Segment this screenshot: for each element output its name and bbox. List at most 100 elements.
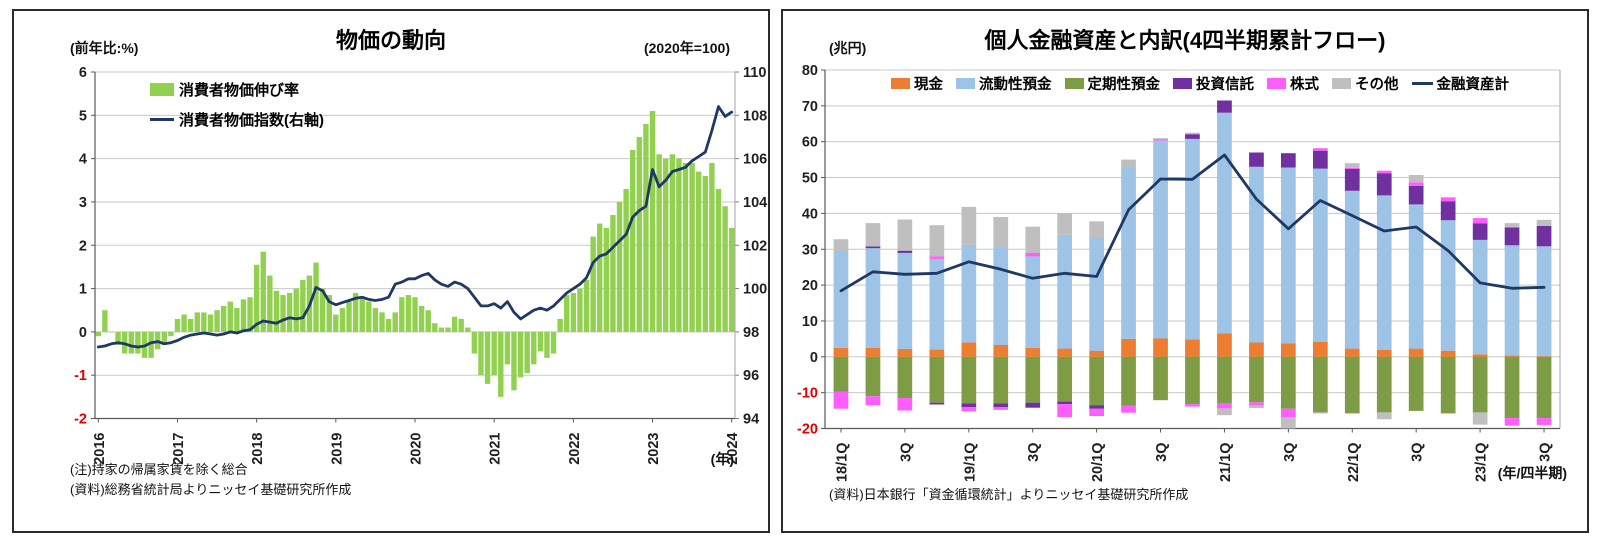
stacked-bar-segment xyxy=(1504,227,1520,246)
cpi-growth-bar xyxy=(339,308,346,332)
cpi-growth-bar xyxy=(656,154,662,332)
cpi-growth-bar xyxy=(280,295,286,332)
stacked-bar-segment xyxy=(1217,100,1232,113)
legend-label-total-assets: 金融資産計 xyxy=(1436,77,1510,93)
stacked-bar-segment xyxy=(929,402,945,405)
stacked-bar-segment xyxy=(1408,175,1424,183)
stacked-bar-segment xyxy=(833,391,849,409)
stacked-bar-segment xyxy=(1313,356,1328,413)
stacked-bar-segment xyxy=(833,347,849,357)
stacked-bar-segment xyxy=(1281,417,1296,429)
cpi-growth-bar xyxy=(702,175,709,332)
others-swatch-icon xyxy=(1332,78,1351,89)
legend-label-others: その他 xyxy=(1355,77,1399,93)
stacked-bar-segment xyxy=(1344,163,1360,168)
cpi-growth-bar xyxy=(597,223,603,332)
stacked-bar-segment xyxy=(1408,204,1424,349)
x-axis-tick-label: 2024 xyxy=(725,433,741,465)
stacked-bar-segment xyxy=(1536,356,1552,419)
stacked-bar-segment xyxy=(1408,182,1424,186)
stacked-bar-segment xyxy=(1440,197,1456,202)
x-axis-tick-label: 2021 xyxy=(488,433,504,465)
stacked-bar-segment xyxy=(1281,167,1296,344)
y-axis-tick-label: 50 xyxy=(802,171,818,187)
right-chart-title: 個人金融資産と内訳(4四半期累計フロー) xyxy=(984,28,1386,53)
stacked-bar-segment xyxy=(1376,356,1392,413)
y-axis-tick-label: 80 xyxy=(802,63,818,79)
stacked-bar-segment xyxy=(897,348,913,357)
stacked-bar-segment xyxy=(1121,405,1136,413)
financial-assets-chart: -20 -10 0 10 20 30 40 50 60 70 80 18/1Q 3Q 19/1Q 3Q 20/… xyxy=(797,63,1561,483)
legend-item-equities: 株式 xyxy=(1267,73,1319,94)
x-axis-tick-label: 2022 xyxy=(567,433,583,465)
cpi-growth-bar xyxy=(148,331,154,358)
cpi-growth-bar xyxy=(207,314,214,332)
stacked-bar-segment xyxy=(1121,356,1136,406)
stacked-bar-segment xyxy=(993,217,1009,248)
stacked-bar-segment xyxy=(1472,412,1488,425)
cpi-growth-bar xyxy=(313,262,319,332)
cpi-growth-bar xyxy=(630,149,636,332)
cpi-growth-bar xyxy=(326,295,332,332)
left-axis-tick-label: -2 xyxy=(74,412,87,428)
stacked-bar-segment xyxy=(1153,140,1168,339)
cpi-growth-bar xyxy=(669,154,676,332)
left-axis-tick-label: 2 xyxy=(79,238,87,254)
right-chart-legend: 現金 流動性預金 定期性預金 投資信託 株式 その他 xyxy=(835,73,1565,94)
cpi-growth-bar xyxy=(359,297,365,332)
stacked-bar-segment xyxy=(897,356,913,398)
stacked-bar-segment xyxy=(961,403,977,407)
total-assets-line-swatch-icon xyxy=(1411,81,1433,86)
stacked-bar-segment xyxy=(865,347,881,357)
cpi-growth-bar xyxy=(504,331,511,365)
stacked-bar-segment xyxy=(1249,152,1264,167)
cpi-index-line xyxy=(96,105,734,349)
stacked-bar-segment xyxy=(929,356,945,403)
stacked-bar-segment xyxy=(1057,356,1072,402)
legend-item-liquid-deposits: 流動性預金 xyxy=(956,73,1052,94)
stacked-bar-segment xyxy=(1089,221,1104,239)
cpi-growth-bar xyxy=(564,295,570,332)
stacked-bar-segment xyxy=(1313,168,1328,342)
right-axis-tick-label: 108 xyxy=(743,108,767,124)
stacked-bar-segment xyxy=(1408,185,1424,205)
stacked-bar-segment xyxy=(1089,405,1104,409)
legend-item-total-assets: 金融資産計 xyxy=(1411,73,1510,94)
cpi-growth-bar xyxy=(399,297,405,332)
stacked-bar-segment xyxy=(929,225,945,257)
stacked-bar-segment xyxy=(1025,256,1041,348)
stacked-bar-segment xyxy=(993,345,1009,357)
right-x-axis-unit-label: (年/四半期) xyxy=(1497,465,1567,481)
right-axis-unit-label: (2020年=100) xyxy=(643,40,730,56)
cpi-growth-bar xyxy=(220,305,227,332)
y-axis-tick-label: 60 xyxy=(802,135,818,151)
cpi-growth-bar xyxy=(102,310,108,332)
cpi-growth-bar xyxy=(445,327,451,332)
x-axis-tick-label: 3Q xyxy=(1538,443,1554,462)
stacked-bar-segment xyxy=(1153,139,1168,141)
stacked-bar-segment xyxy=(1025,402,1041,408)
stacked-bar-segment xyxy=(1376,170,1392,174)
cpi-growth-bar xyxy=(610,214,616,332)
y-axis-tick-label: -20 xyxy=(797,422,818,438)
liquid-deposits-swatch-icon xyxy=(956,78,975,89)
stacked-bar-segment xyxy=(1472,354,1488,357)
cpi-growth-bar xyxy=(300,279,306,332)
legend-label-cash: 現金 xyxy=(914,77,943,93)
stacked-bar-segment xyxy=(1249,405,1264,409)
right-axis-tick-label: 102 xyxy=(743,238,767,254)
stacked-bar-segment xyxy=(1025,226,1041,253)
x-axis-tick-label: 21/1Q xyxy=(1218,443,1234,483)
stacked-bar-segment xyxy=(1057,213,1072,235)
stacked-bar-segment xyxy=(865,248,881,348)
stacked-bar-segment xyxy=(1153,356,1168,401)
stacked-bar-segment xyxy=(1121,338,1136,357)
y-axis-tick-label: -10 xyxy=(797,386,818,402)
stacked-bar-segment xyxy=(1249,342,1264,357)
left-axis-unit-label: (前年比:%) xyxy=(70,40,139,56)
stacked-bar-segment xyxy=(1185,356,1200,405)
x-axis-tick-label: 2023 xyxy=(646,433,662,465)
cpi-growth-bar xyxy=(689,162,695,332)
stacked-bar-segment xyxy=(1408,348,1424,357)
stacked-bar-segment xyxy=(993,407,1009,410)
